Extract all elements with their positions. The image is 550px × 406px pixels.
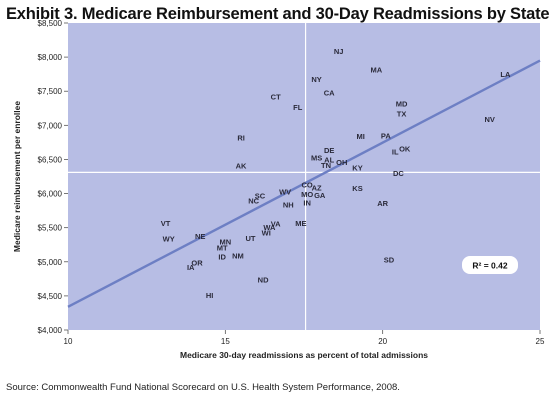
x-tick-label: 20 bbox=[378, 337, 387, 346]
state-point-ny: NY bbox=[311, 75, 321, 84]
scatter-chart: $4,000 $4,500 $5,000 $5,500 $6,000 $6,500 $7,0… bbox=[12, 19, 545, 360]
state-point-or: OR bbox=[191, 258, 203, 267]
state-point-ak: AK bbox=[236, 162, 247, 171]
state-point-id: ID bbox=[218, 252, 226, 261]
state-point-nm: NM bbox=[232, 252, 244, 261]
state-point-nc: NC bbox=[248, 196, 259, 205]
state-point-in: IN bbox=[303, 198, 311, 207]
state-point-co: CO bbox=[302, 181, 313, 190]
r-squared-box bbox=[462, 256, 518, 274]
state-point-ky: KY bbox=[352, 164, 362, 173]
state-point-mo: MO bbox=[301, 190, 313, 199]
state-point-nv: NV bbox=[484, 115, 494, 124]
state-point-ga: GA bbox=[314, 191, 326, 200]
y-tick-label: $5,000 bbox=[38, 258, 63, 267]
state-point-ks: KS bbox=[352, 184, 362, 193]
state-point-ok: OK bbox=[399, 145, 411, 154]
state-point-vt: VT bbox=[161, 219, 171, 228]
y-tick-label: $4,000 bbox=[38, 326, 63, 335]
source-note: Source: Commonwealth Fund National Score… bbox=[6, 382, 400, 393]
y-axis-ticks: $4,000 $4,500 $5,000 $5,500 $6,000 $6,500 $7,0… bbox=[38, 19, 68, 335]
state-point-sd: SD bbox=[384, 256, 395, 265]
x-tick-label: 10 bbox=[64, 337, 73, 346]
state-point-ct: CT bbox=[271, 93, 281, 102]
state-point-ma: MA bbox=[371, 65, 383, 74]
state-point-hi: HI bbox=[206, 291, 214, 300]
state-point-wa: WA bbox=[263, 223, 276, 232]
state-point-tn: TN bbox=[321, 161, 331, 170]
state-point-il: IL bbox=[392, 147, 399, 156]
state-point-wi: WI bbox=[262, 228, 271, 237]
state-point-va: VA bbox=[271, 220, 281, 229]
y-tick-label: $6,000 bbox=[38, 190, 63, 199]
state-point-nd: ND bbox=[258, 276, 269, 285]
state-point-ms: MS bbox=[311, 153, 322, 162]
chart-title: Exhibit 3. Medicare Reimbursement and 30… bbox=[6, 5, 550, 23]
state-point-ia: IA bbox=[187, 263, 195, 272]
state-point-sc: SC bbox=[255, 192, 266, 201]
state-point-wv: WV bbox=[279, 188, 291, 197]
state-point-oh: OH bbox=[336, 158, 347, 167]
state-point-tx: TX bbox=[397, 110, 407, 119]
state-point-ne: NE bbox=[195, 232, 205, 241]
y-tick-label: $7,500 bbox=[38, 87, 63, 96]
state-point-ri: RI bbox=[237, 134, 245, 143]
x-tick-label: 15 bbox=[221, 337, 230, 346]
y-tick-label: $7,000 bbox=[38, 121, 63, 130]
state-point-ca: CA bbox=[324, 89, 335, 98]
state-point-mt: MT bbox=[217, 243, 228, 252]
state-point-dc: DC bbox=[393, 169, 404, 178]
state-point-md: MD bbox=[396, 100, 408, 109]
state-point-nj: NJ bbox=[334, 47, 344, 56]
state-point-la: LA bbox=[500, 70, 511, 79]
regression-line bbox=[67, 59, 541, 308]
y-tick-label: $4,500 bbox=[38, 292, 63, 301]
state-point-ar: AR bbox=[377, 199, 388, 208]
state-point-nh: NH bbox=[283, 200, 294, 209]
x-tick-label: 25 bbox=[536, 337, 545, 346]
state-point-wy: WY bbox=[163, 235, 175, 244]
state-point-fl: FL bbox=[293, 103, 303, 112]
state-point-ut: UT bbox=[246, 234, 256, 243]
state-point-me: ME bbox=[295, 219, 306, 228]
plot-area bbox=[68, 23, 540, 330]
y-tick-label: $5,500 bbox=[38, 224, 63, 233]
trend-line bbox=[67, 59, 541, 308]
state-point-mn: MN bbox=[219, 237, 231, 246]
state-point-pa: PA bbox=[381, 132, 391, 141]
y-axis-label: Medicare reimbursement per enrollee bbox=[12, 101, 22, 252]
state-point-az: AZ bbox=[312, 183, 322, 192]
r-squared-label: R² = 0.42 bbox=[472, 261, 507, 271]
y-tick-label: $8,500 bbox=[38, 19, 63, 28]
mean-divider-lines bbox=[68, 23, 540, 330]
y-tick-label: $8,000 bbox=[38, 53, 63, 62]
x-axis-label: Medicare 30-day readmissions as percent … bbox=[180, 350, 428, 360]
r-squared-annotation: R² = 0.42 bbox=[462, 256, 518, 274]
state-point-de: DE bbox=[324, 146, 334, 155]
x-axis-ticks: 10 15 20 25 bbox=[64, 330, 545, 346]
state-point-al: AL bbox=[324, 155, 334, 164]
state-point-mi: MI bbox=[356, 132, 364, 141]
y-tick-label: $6,500 bbox=[38, 155, 63, 164]
